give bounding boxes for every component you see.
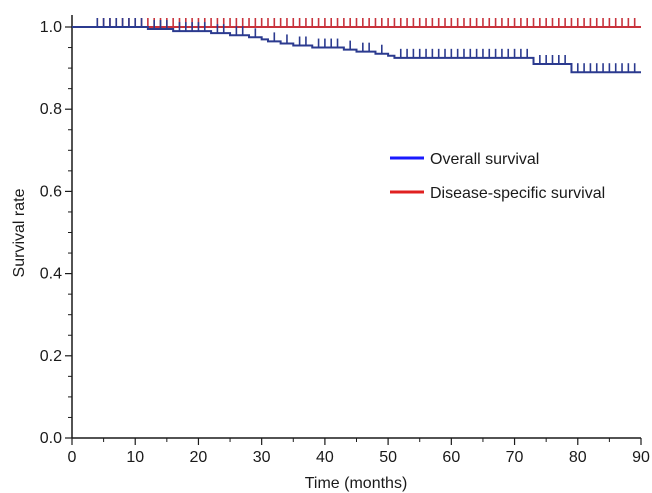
axes (71, 15, 641, 439)
x-tick-label: 80 (569, 449, 587, 466)
y-axis-title: Survival rate (11, 188, 28, 277)
y-tick-label: 0.2 (40, 348, 62, 365)
x-tick-label: 20 (190, 449, 208, 466)
x-axis-title: Time (months) (305, 475, 408, 492)
x-tick-label: 10 (126, 449, 144, 466)
x-tick-label: 30 (253, 449, 271, 466)
x-tick-label: 70 (506, 449, 524, 466)
y-tick-label: 1.0 (40, 19, 62, 36)
y-tick-label: 0.4 (40, 266, 62, 283)
ticks-layer: 0 10 20 30 40 50 60 70 80 90 0.0 0.2 0.4 0.6 0.8 1.0 (40, 19, 650, 466)
y-tick-label: 0.6 (40, 183, 62, 200)
x-tick-label: 0 (68, 449, 77, 466)
series-layer (72, 18, 641, 74)
y-tick-label: 0.0 (40, 430, 62, 447)
x-tick-label: 60 (442, 449, 460, 466)
x-tick-label: 90 (632, 449, 650, 466)
legend-label-disease-specific-survival: Disease-specific survival (430, 185, 605, 202)
x-tick-label: 40 (316, 449, 334, 466)
series-line-overall-survival (72, 26, 641, 74)
legend-label-overall-survival: Overall survival (430, 151, 539, 168)
y-tick-label: 0.8 (40, 101, 62, 118)
legend: Overall survival Disease-specific surviv… (390, 151, 605, 202)
x-tick-label: 50 (379, 449, 397, 466)
